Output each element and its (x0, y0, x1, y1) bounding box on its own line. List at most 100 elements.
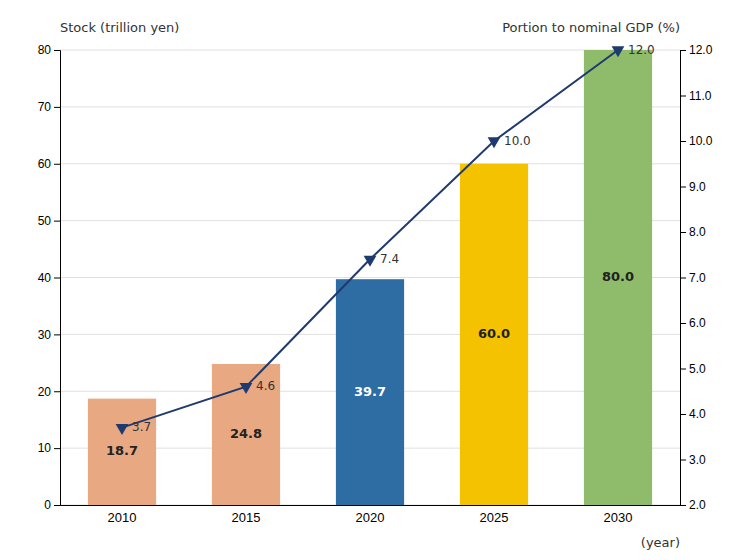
plot: 18.724.839.760.080.03.74.67.410.012.0201… (38, 20, 713, 550)
bar (88, 399, 156, 505)
tick-mark (680, 232, 686, 233)
tick-mark (680, 369, 686, 370)
tick: 9.0 (680, 180, 706, 194)
tick: 5.0 (680, 362, 706, 376)
marks (88, 46, 652, 505)
bar (584, 50, 652, 505)
line-label: 12.0 (628, 43, 655, 57)
tick-label: 7.0 (689, 271, 706, 285)
chart: 18.724.839.760.080.03.74.67.410.012.0201… (0, 0, 750, 560)
axis-line (681, 51, 687, 506)
tick-label: 9.0 (689, 180, 706, 194)
axis-line (54, 51, 61, 506)
marker (488, 137, 501, 148)
tick: 12.0 (680, 43, 713, 57)
bar-label: 60.0 (478, 326, 510, 341)
tick: 2015 (232, 510, 261, 525)
tick-label: 2010 (108, 510, 137, 525)
tick: 2.0 (680, 498, 706, 512)
tick-mark (54, 278, 60, 279)
tick-label: 80 (38, 43, 52, 57)
tick: 4.0 (680, 407, 706, 421)
tick-mark (680, 187, 686, 188)
tick-label: 40 (38, 271, 52, 285)
tick-label: 30 (38, 328, 52, 342)
tick: 70 (38, 100, 60, 114)
tick-mark (54, 164, 60, 165)
tick-label: 50 (38, 214, 52, 228)
tick-label: 11.0 (689, 89, 712, 103)
tick-label: 12.0 (689, 43, 713, 57)
tick: 2010 (108, 510, 137, 525)
line-label: 10.0 (504, 134, 531, 148)
bar (460, 164, 528, 505)
bar (212, 364, 280, 505)
tick: 20 (38, 385, 60, 399)
x-axis-title: (year) (641, 535, 680, 550)
tick: 30 (38, 328, 60, 342)
tick-mark (54, 505, 60, 506)
tick-label: 20 (38, 385, 52, 399)
tick-label: 2020 (356, 510, 385, 525)
bar (336, 279, 404, 505)
line-label: 7.4 (380, 252, 399, 266)
bar-label: 24.8 (230, 426, 262, 441)
tick-label: 2025 (480, 510, 509, 525)
tick: 8.0 (680, 225, 706, 239)
tick-label: 70 (38, 100, 52, 114)
axis-line (61, 505, 681, 506)
line-label: 4.6 (256, 379, 275, 393)
tick: 6.0 (680, 316, 706, 330)
tick-label: 8.0 (689, 225, 706, 239)
tick-mark (680, 96, 686, 97)
tick: 50 (38, 214, 60, 228)
tick-label: 2030 (604, 510, 633, 525)
y2-axis-title: Portion to nominal GDP (%) (502, 20, 680, 35)
tick-label: 4.0 (689, 407, 706, 421)
tick-mark (680, 323, 686, 324)
bar-label: 80.0 (602, 269, 634, 284)
tick-mark (54, 107, 60, 108)
tick-mark (54, 448, 60, 449)
y-axis: 0 10 20 30 40 50 60 70 80 (38, 43, 61, 512)
tick-label: 10 (38, 441, 52, 455)
marker (240, 383, 253, 394)
tick-label: 3.0 (689, 453, 706, 467)
tick-mark (680, 460, 686, 461)
tick-mark (54, 50, 60, 51)
tick: 2030 (604, 510, 633, 525)
tick: 40 (38, 271, 60, 285)
tick-label: 0 (44, 498, 51, 512)
tick: 10 (38, 441, 60, 455)
tick: 11.0 (680, 89, 712, 103)
tick-mark (54, 334, 60, 335)
tick-mark (680, 141, 686, 142)
marker (364, 256, 377, 267)
tick-label: 60 (38, 157, 52, 171)
line-label: 3.7 (132, 420, 151, 434)
tick-mark (54, 391, 60, 392)
tick: 0 (44, 498, 60, 512)
data-labels: 18.7 24.8 39.7 60.0 80.0 3.7 4.6 7.4 10.0 12.0 (106, 43, 655, 459)
tick-mark (680, 50, 686, 51)
tick-mark (680, 414, 686, 415)
x-axis: 2010 2015 2020 2025 2030 (61, 506, 681, 526)
tick-mark (680, 278, 686, 279)
line (122, 50, 618, 428)
marker (116, 424, 129, 435)
tick-label: 10.0 (689, 134, 713, 148)
tick: 2025 (480, 510, 509, 525)
bar-label: 18.7 (106, 443, 138, 458)
bar-label: 39.7 (354, 384, 386, 399)
grid (60, 50, 680, 505)
tick: 10.0 (680, 134, 713, 148)
y2-axis: 2.0 3.0 4.0 5.0 6.0 7.0 8.0 9.0 10.0 11.0 12.0 (680, 43, 713, 512)
tick-label: 2.0 (689, 498, 706, 512)
tick-label: 2015 (232, 510, 261, 525)
tick: 2020 (356, 510, 385, 525)
marker (612, 46, 625, 57)
y-axis-title: Stock (trillion yen) (60, 20, 179, 35)
tick-mark (54, 221, 60, 222)
tick-label: 5.0 (689, 362, 706, 376)
tick: 80 (38, 43, 60, 57)
